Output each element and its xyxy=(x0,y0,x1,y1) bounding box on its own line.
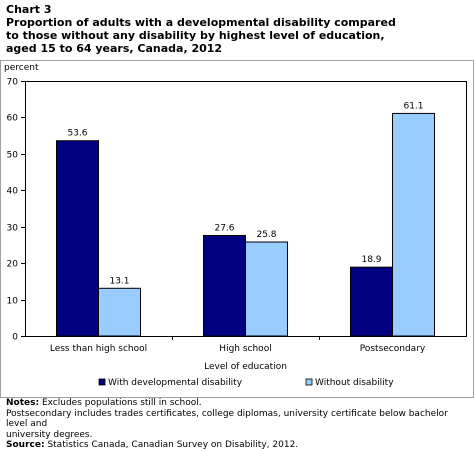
notes-text-1: Excludes populations still in school. xyxy=(41,398,202,408)
y-tick-label: 20 xyxy=(7,260,19,270)
legend-swatch xyxy=(98,378,106,386)
source-line: Source: Statistics Canada, Canadian Surv… xyxy=(6,440,468,451)
y-tick-label: 30 xyxy=(7,224,19,234)
x-tick-label: High school xyxy=(219,344,271,354)
y-tick-label: 10 xyxy=(7,297,19,307)
bar-with-developmental-disability xyxy=(203,234,246,337)
y-tick-label: 60 xyxy=(7,114,19,124)
data-label: 13.1 xyxy=(109,276,129,286)
source-label: Source: xyxy=(6,440,45,451)
legend-label: Without disability xyxy=(315,378,394,388)
x-tick-label: Less than high school xyxy=(50,344,147,354)
legend-label: With developmental disability xyxy=(108,378,243,388)
data-label: 61.1 xyxy=(403,101,423,111)
data-label: 53.6 xyxy=(67,129,87,139)
chart-title-line-3: aged 15 to 64 years, Canada, 2012 xyxy=(6,42,223,55)
data-label: 25.8 xyxy=(256,230,276,240)
chart-title-line-1: Proportion of adults with a developmenta… xyxy=(6,16,396,29)
bar-with-developmental-disability xyxy=(350,266,393,337)
chart-label: Chart 3 xyxy=(6,3,52,16)
x-tick-label: Postsecondary xyxy=(360,344,426,354)
y-tick-label: 70 xyxy=(7,78,19,88)
x-axis-label: Level of education xyxy=(204,362,287,372)
y-tick-label: 0 xyxy=(12,333,18,343)
bar-without-disability xyxy=(392,112,435,337)
source-text: Statistics Canada, Canadian Survey on Di… xyxy=(47,440,299,451)
data-label: 27.6 xyxy=(214,223,234,233)
bar-without-disability xyxy=(245,241,288,337)
chart-title-line-2: to those without any disability by highe… xyxy=(6,29,385,42)
data-label: 18.9 xyxy=(361,255,381,265)
y-tick-label: 50 xyxy=(7,151,19,161)
legend-swatch xyxy=(305,378,313,386)
chart-notes: Notes: Excludes populations still in sch… xyxy=(6,398,468,451)
notes-line-1: Notes: Excludes populations still in sch… xyxy=(6,398,468,409)
y-tick-label: 40 xyxy=(7,187,19,197)
notes-line-3: university degrees. xyxy=(6,429,93,440)
bar-with-developmental-disability xyxy=(56,140,99,337)
y-axis-label: percent xyxy=(4,63,39,73)
bar-without-disability xyxy=(98,287,141,337)
notes-label: Notes: xyxy=(6,398,40,408)
notes-line-2: Postsecondary includes trades certificat… xyxy=(6,408,448,430)
chart-title: Proportion of adults with a developmenta… xyxy=(6,16,446,55)
bar-chart: percent 0 10 20 30 40 50 60 70 53.6 13.1 Less than … xyxy=(0,60,474,398)
